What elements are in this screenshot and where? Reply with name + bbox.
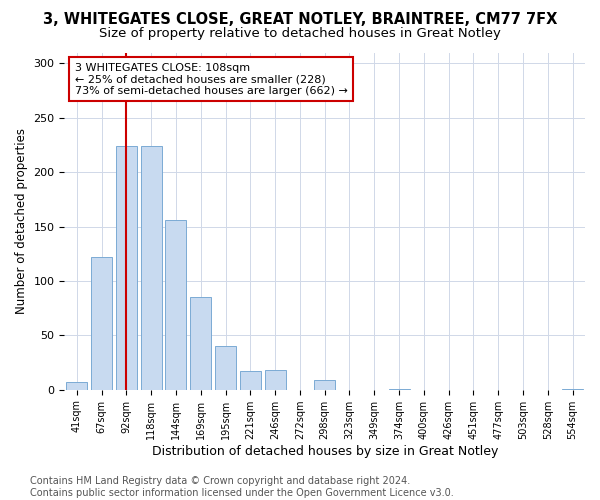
Bar bbox=[190, 298, 211, 390]
Bar bbox=[314, 380, 335, 390]
Bar bbox=[215, 346, 236, 390]
Bar bbox=[389, 388, 410, 390]
Text: 3 WHITEGATES CLOSE: 108sqm
← 25% of detached houses are smaller (228)
73% of sem: 3 WHITEGATES CLOSE: 108sqm ← 25% of deta… bbox=[75, 62, 347, 96]
Bar bbox=[66, 382, 88, 390]
Bar bbox=[91, 257, 112, 390]
Text: Contains HM Land Registry data © Crown copyright and database right 2024.
Contai: Contains HM Land Registry data © Crown c… bbox=[30, 476, 454, 498]
Bar bbox=[140, 146, 162, 390]
Bar bbox=[265, 370, 286, 390]
Bar bbox=[116, 146, 137, 390]
Text: 3, WHITEGATES CLOSE, GREAT NOTLEY, BRAINTREE, CM77 7FX: 3, WHITEGATES CLOSE, GREAT NOTLEY, BRAIN… bbox=[43, 12, 557, 28]
Bar bbox=[562, 388, 583, 390]
Y-axis label: Number of detached properties: Number of detached properties bbox=[15, 128, 28, 314]
Text: Size of property relative to detached houses in Great Notley: Size of property relative to detached ho… bbox=[99, 28, 501, 40]
Bar bbox=[166, 220, 187, 390]
X-axis label: Distribution of detached houses by size in Great Notley: Distribution of detached houses by size … bbox=[152, 444, 498, 458]
Bar bbox=[240, 371, 261, 390]
